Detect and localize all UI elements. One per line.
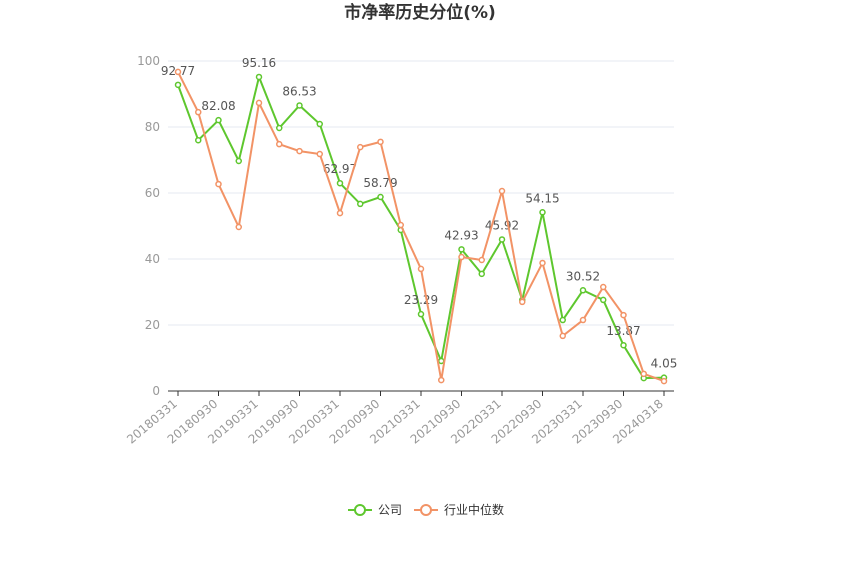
data-point: [478, 270, 485, 278]
data-point: [235, 223, 242, 231]
data-point: [215, 180, 222, 188]
data-point: [377, 138, 384, 146]
data-point: [640, 370, 647, 378]
data-point: [600, 283, 607, 291]
data-point: [458, 246, 465, 253]
y-tick-label: 100: [137, 54, 160, 68]
y-tick-label: 20: [145, 318, 160, 332]
data-point: [579, 287, 587, 294]
series-line: [177, 71, 665, 383]
data-point: [276, 124, 283, 132]
data-point: [600, 296, 607, 304]
data-point: [174, 81, 182, 89]
data-point: [316, 120, 323, 128]
data-point: [174, 68, 182, 76]
data-point: [336, 179, 344, 187]
data-point: [438, 376, 445, 384]
series-line: [177, 73, 665, 380]
data-label: 23.29: [404, 293, 438, 307]
y-tick-label: 60: [145, 186, 160, 200]
data-point: [620, 311, 627, 319]
data-point: [559, 316, 566, 324]
legend-marker: [354, 504, 366, 516]
data-point: [316, 150, 323, 158]
data-point: [620, 341, 627, 349]
data-label: 62.97: [323, 162, 357, 176]
data-label: 82.08: [201, 99, 235, 113]
data-point: [296, 147, 303, 155]
data-point: [539, 209, 546, 216]
data-point: [579, 316, 587, 324]
data-point: [377, 193, 384, 201]
data-label: 42.93: [444, 228, 478, 242]
data-point: [195, 136, 202, 144]
data-point: [417, 265, 425, 273]
chart-title: 市净率历史分位(%): [344, 2, 496, 23]
data-point: [498, 187, 506, 195]
data-label: 30.52: [566, 269, 600, 283]
data-label: 54.15: [525, 191, 559, 205]
data-point: [498, 236, 506, 243]
data-point: [296, 102, 303, 109]
data-point: [195, 108, 202, 116]
data-point: [336, 209, 344, 217]
legend-label: 行业中位数: [444, 502, 504, 517]
data-label: 95.16: [242, 56, 276, 70]
data-point: [519, 298, 526, 306]
data-point: [215, 116, 222, 124]
data-label: 13.87: [606, 324, 640, 338]
data-point: [539, 259, 546, 267]
data-point: [357, 143, 364, 151]
y-tick-label: 80: [145, 120, 160, 134]
data-point: [255, 99, 263, 107]
legend-marker: [420, 504, 432, 516]
data-point: [235, 157, 242, 165]
data-point: [255, 73, 263, 81]
data-label: 4.05: [651, 357, 678, 371]
data-point: [397, 221, 404, 229]
legend-label: 公司: [378, 503, 402, 517]
data-point: [660, 377, 668, 385]
y-tick-label: 40: [145, 252, 160, 266]
data-point: [276, 140, 283, 148]
data-point: [438, 357, 445, 365]
data-point: [417, 310, 425, 318]
data-point: [559, 332, 566, 340]
y-tick-label: 0: [152, 384, 160, 398]
data-point: [478, 256, 485, 264]
data-point: [458, 253, 465, 261]
data-point: [357, 200, 364, 208]
data-label: 86.53: [282, 84, 316, 98]
